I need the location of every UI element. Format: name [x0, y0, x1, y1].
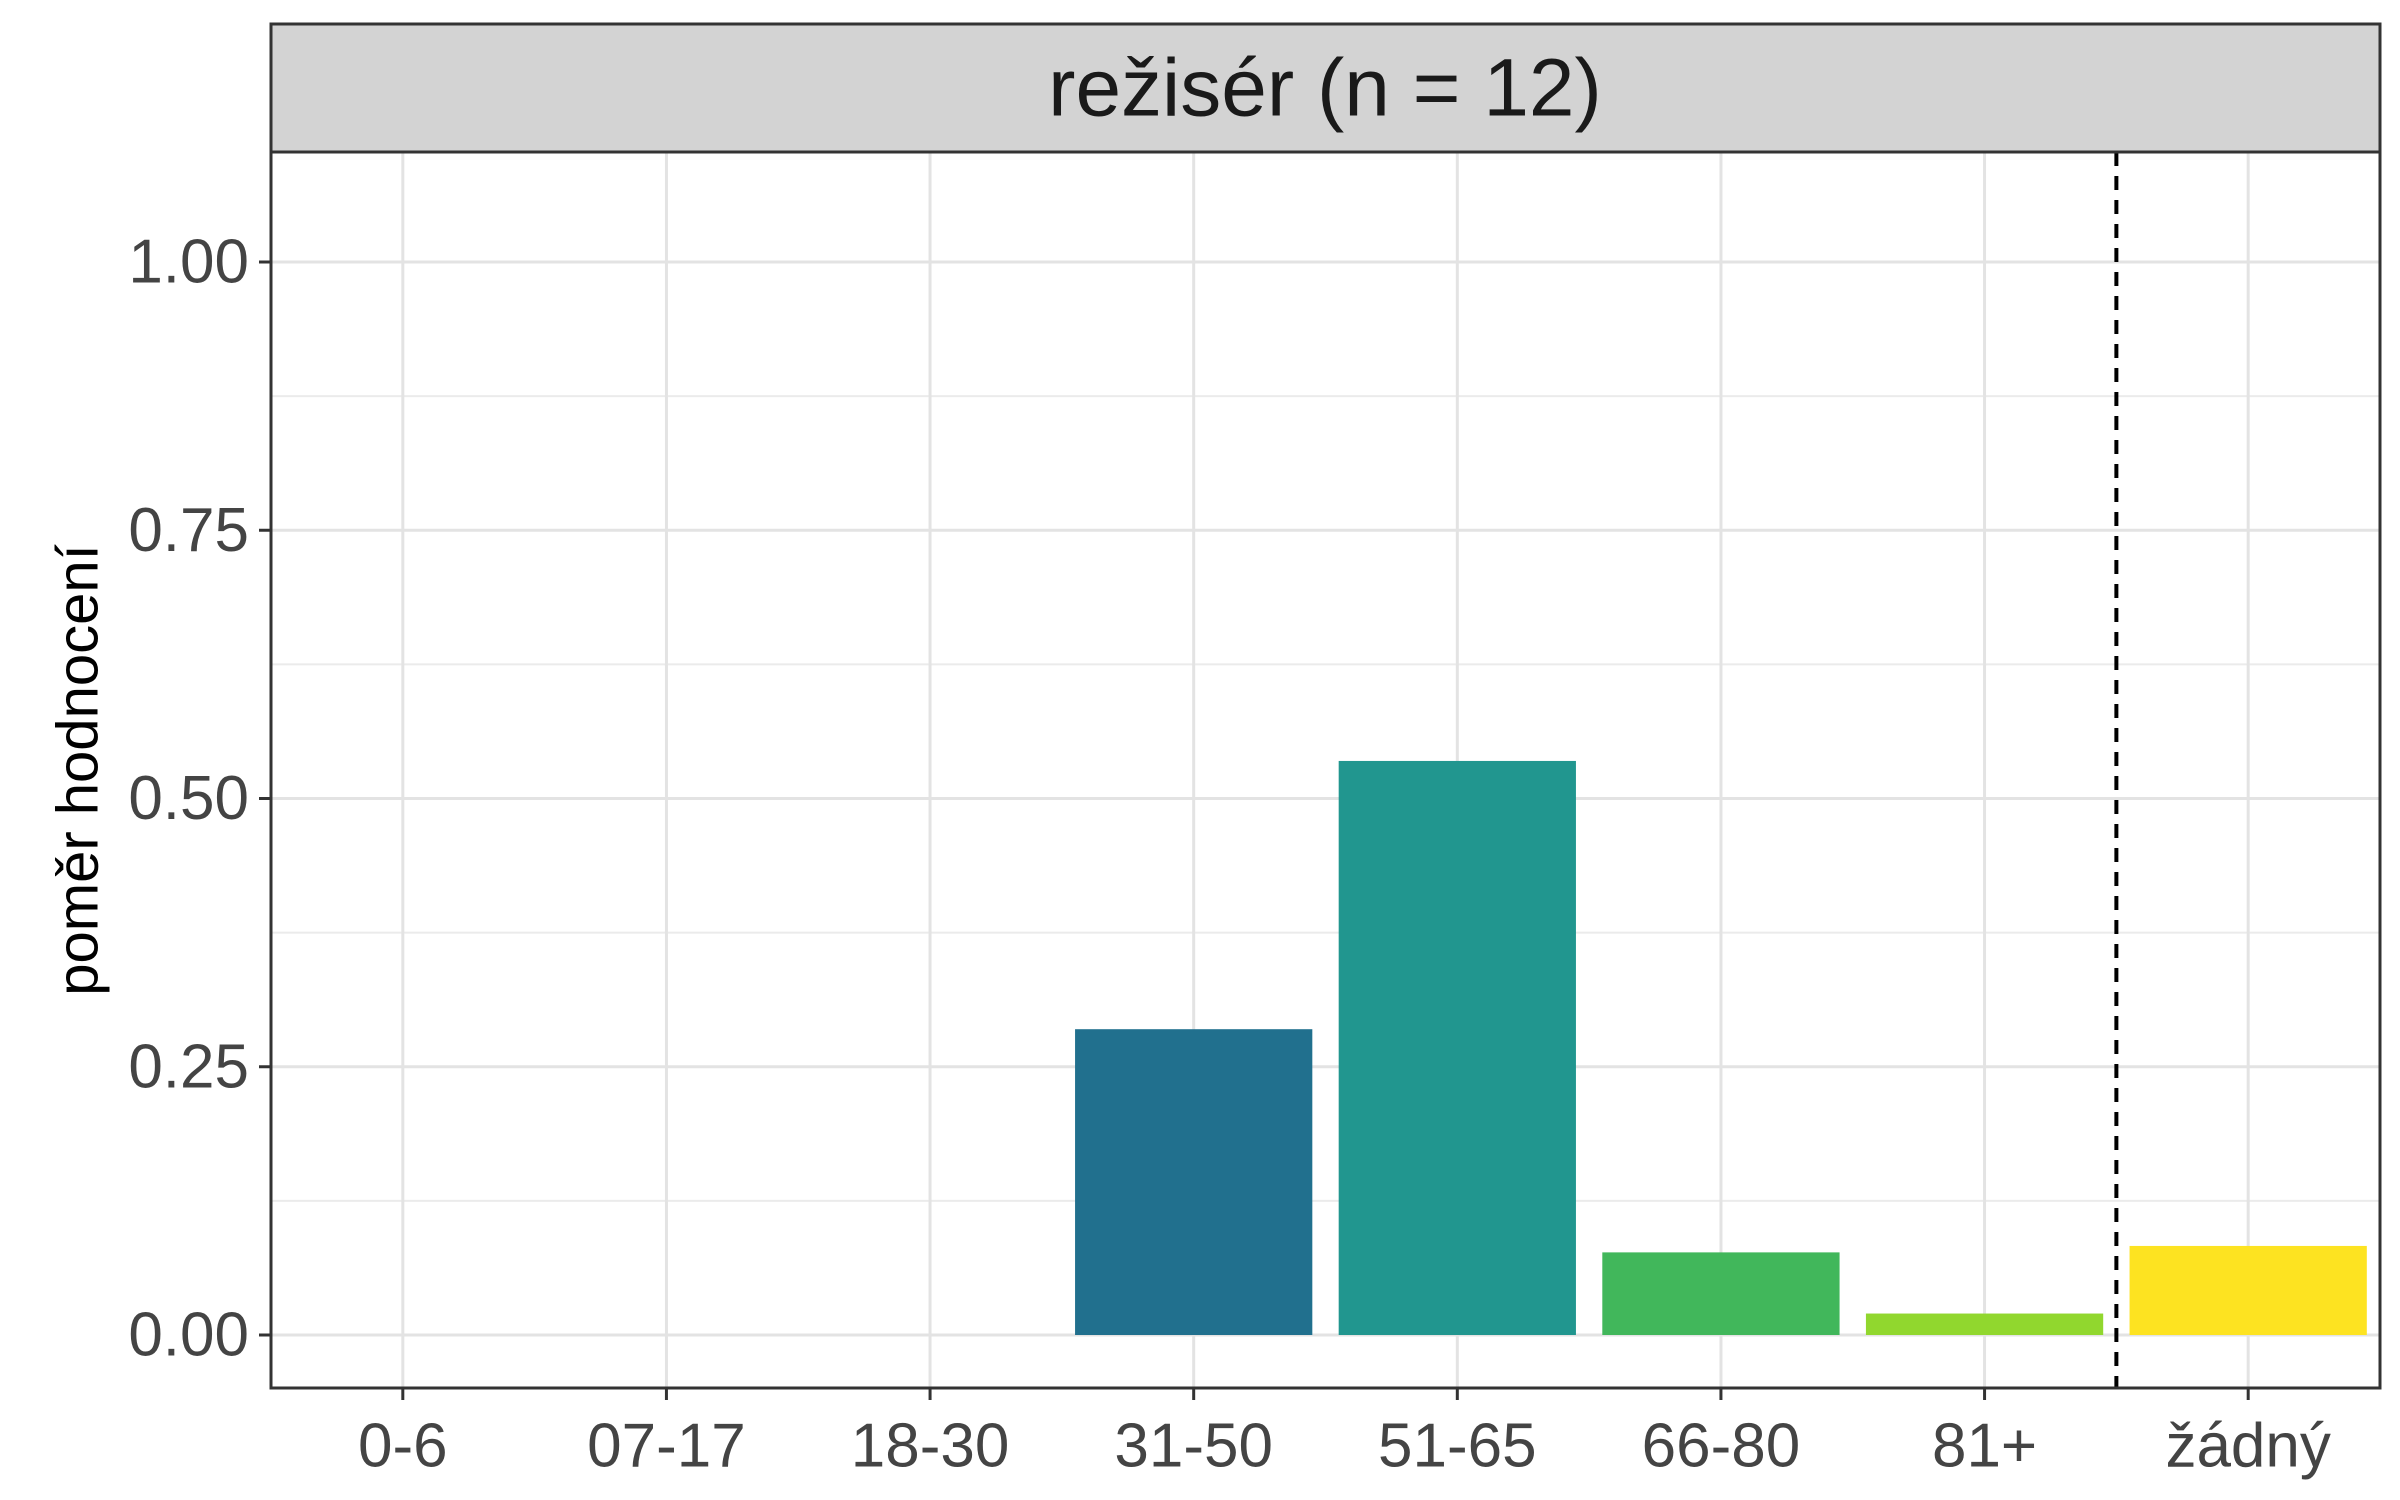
bar-31-50 — [1075, 1029, 1313, 1335]
chart-title: režisér (n = 12) — [1048, 43, 1602, 134]
bar-žádný — [2129, 1245, 2367, 1335]
x-tick-label: 31-50 — [1114, 1412, 1273, 1481]
facet-strip — [269, 22, 2382, 154]
x-tick-label: 66-80 — [1642, 1412, 1801, 1481]
x-tick-label: 18-30 — [851, 1412, 1010, 1481]
y-tick-label: 0.75 — [128, 496, 249, 565]
x-tick-label: 51-65 — [1378, 1412, 1537, 1481]
axis-layer: 0.00 0.25 0.50 0.75 1.00 0-6 07-17 18-30 31-50 51… — [128, 228, 2331, 1481]
y-tick-label: 1.00 — [128, 228, 249, 297]
bar-81+ — [1865, 1313, 2104, 1335]
y-tick-label: 0.00 — [128, 1301, 249, 1370]
plot-panel-border — [269, 150, 2382, 1390]
bar-51-65 — [1338, 760, 1576, 1335]
x-tick-label: 81+ — [1932, 1412, 2037, 1481]
bar-66-80 — [1602, 1252, 1840, 1335]
x-tick-label: 07-17 — [587, 1412, 746, 1481]
y-tick-label: 0.25 — [128, 1032, 249, 1101]
grid-layer — [271, 152, 2380, 1388]
bars-layer — [1075, 760, 2367, 1335]
y-tick-label: 0.50 — [128, 764, 249, 833]
x-tick-label: 0-6 — [358, 1412, 448, 1481]
y-axis-title: poměr hodnocení — [46, 544, 111, 995]
x-tick-label: žádný — [2165, 1412, 2330, 1481]
